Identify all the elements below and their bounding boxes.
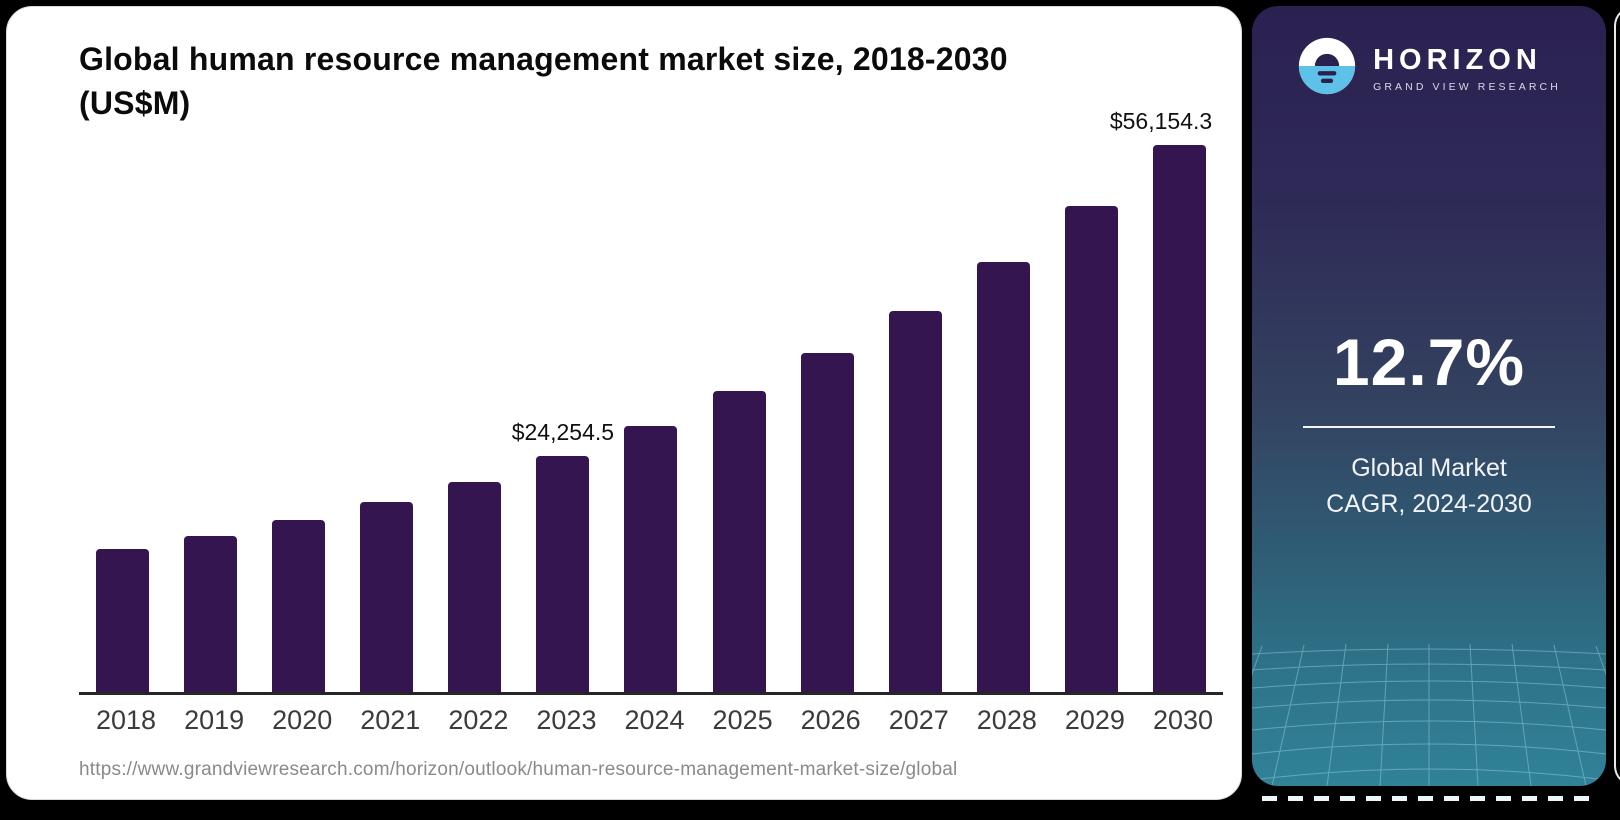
x-tick-2027: 2027 [888, 705, 949, 735]
sidebar-panel: HORIZON GRAND VIEW RESEARCH 12.7% Global… [1252, 6, 1606, 786]
bar-2022 [448, 482, 502, 692]
x-tick-2024: 2024 [624, 705, 685, 735]
cagr-stat-block: 12.7% Global Market CAGR, 2024-2030 [1252, 324, 1606, 522]
x-tick-2023: 2023 [536, 705, 597, 735]
bar-2025 [712, 391, 766, 692]
bar-2023 [536, 456, 590, 692]
x-tick-2029: 2029 [1064, 705, 1125, 735]
cagr-value: 12.7% [1332, 325, 1526, 399]
bar-slot-2027 [888, 142, 942, 692]
bar-slot-2022 [448, 142, 502, 692]
source-url: https://www.grandviewresearch.com/horizo… [79, 759, 958, 780]
stat-caption-line1: Global Market [1351, 454, 1507, 482]
stat-divider [1303, 426, 1555, 428]
x-tick-2020: 2020 [272, 705, 333, 735]
data-label-2023: $24,254.5 [511, 419, 615, 445]
bar-slot-2028 [976, 142, 1030, 692]
plot-area: $24,254.5 $56,154.3 [79, 108, 1223, 695]
brand-name: HORIZON [1373, 44, 1542, 76]
bar-2027 [888, 311, 942, 692]
brand-subtitle: GRAND VIEW RESEARCH [1373, 81, 1561, 93]
next-card-edge [1614, 6, 1620, 786]
bar-chart: $24,254.5 $56,154.3 2018 2019 2020 2021 2022 2… [79, 108, 1223, 736]
bar-2028 [976, 262, 1030, 692]
x-tick-2026: 2026 [800, 705, 861, 735]
bar-slot-2029 [1064, 142, 1118, 692]
bar-2019 [184, 536, 238, 692]
stat-caption-line2: CAGR, 2024-2030 [1326, 490, 1532, 518]
bar-2018 [96, 549, 149, 692]
bottom-dashes-decoration [1262, 796, 1598, 801]
bar-2024 [624, 426, 678, 692]
x-tick-2021: 2021 [360, 705, 421, 735]
brand-logo-block: HORIZON GRAND VIEW RESEARCH [1252, 36, 1606, 101]
bar-2026 [800, 353, 854, 692]
chart-title: Global human resource management market … [79, 37, 1159, 125]
bar-slot-2024 [624, 142, 678, 692]
x-tick-2022: 2022 [448, 705, 509, 735]
x-tick-2025: 2025 [712, 705, 773, 735]
bar-slot-2030: $56,154.3 [1110, 108, 1212, 692]
bar-slot-2026 [800, 142, 854, 692]
bar-slot-2021 [360, 142, 414, 692]
x-tick-2030: 2030 [1152, 705, 1214, 735]
chart-card: Global human resource management market … [6, 6, 1242, 800]
bar-slot-2019 [184, 142, 238, 692]
bar-2020 [272, 520, 326, 692]
brand-text: HORIZON GRAND VIEW RESEARCH [1373, 44, 1561, 93]
x-tick-2018: 2018 [96, 705, 157, 735]
bar-slot-2020 [272, 142, 326, 692]
bar-2030 [1152, 145, 1206, 692]
bar-2021 [360, 502, 414, 692]
bar-2029 [1064, 206, 1118, 692]
wireframe-grid-decoration [1252, 643, 1606, 786]
bar-slot-2025 [712, 142, 766, 692]
horizon-logo-icon [1297, 36, 1357, 101]
bar-slot-2018 [96, 142, 149, 692]
bar-slot-2023: $24,254.5 [512, 142, 614, 692]
x-tick-2028: 2028 [976, 705, 1037, 735]
x-axis-labels: 2018 2019 2020 2021 2022 2023 2024 2025 2026 2027… [79, 705, 1223, 736]
data-label-2030: $56,154.3 [1109, 108, 1213, 134]
chart-title-line1: Global human resource management market … [79, 41, 1008, 77]
x-tick-2019: 2019 [184, 705, 245, 735]
chart-title-line2: (US$M) [79, 85, 191, 121]
